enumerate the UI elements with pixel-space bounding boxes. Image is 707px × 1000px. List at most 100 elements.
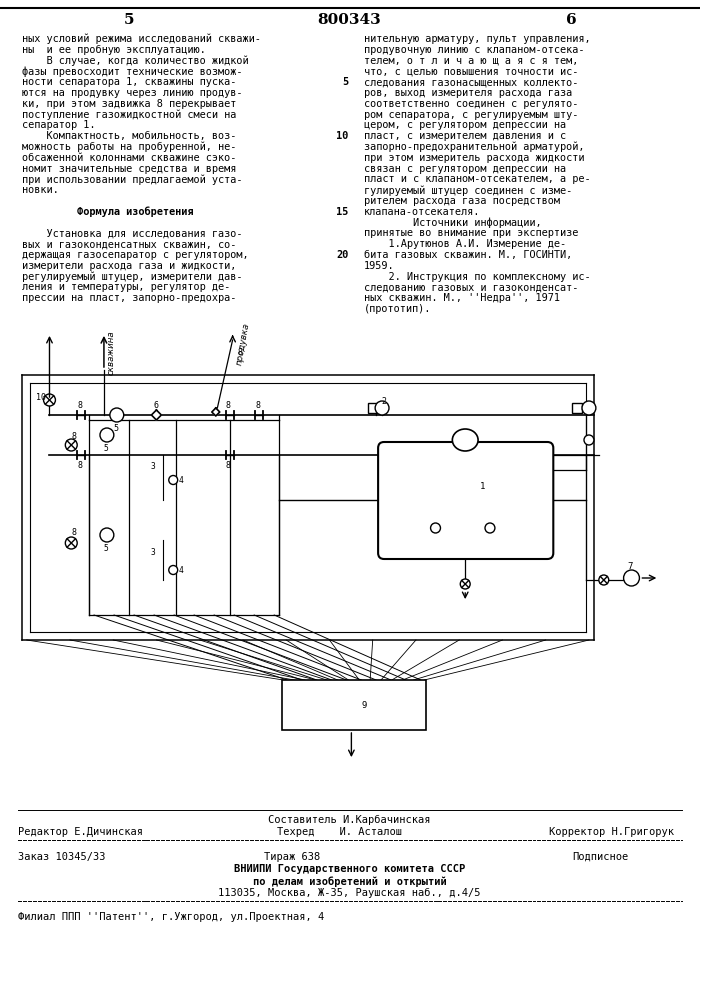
Text: 20: 20	[336, 250, 349, 260]
Text: соответственно соединен с регулято-: соответственно соединен с регулято-	[364, 99, 578, 109]
Circle shape	[624, 570, 639, 586]
Text: 1.Арутюнов А.И. Измерение де-: 1.Арутюнов А.И. Измерение де-	[364, 239, 566, 249]
Text: 8: 8	[226, 461, 230, 470]
Circle shape	[169, 566, 177, 574]
Circle shape	[110, 408, 124, 422]
Text: ров, выход измерителя расхода газа: ров, выход измерителя расхода газа	[364, 88, 573, 98]
Text: клапана-отсекателя.: клапана-отсекателя.	[364, 207, 481, 217]
Text: Заказ 10345/33: Заказ 10345/33	[18, 852, 105, 862]
Circle shape	[44, 394, 55, 406]
Text: ления и температуры, регулятор де-: ления и температуры, регулятор де-	[22, 282, 230, 292]
Circle shape	[100, 428, 114, 442]
Bar	[368, 403, 378, 413]
Text: 10: 10	[336, 131, 349, 141]
Text: 8: 8	[77, 401, 82, 410]
Text: рителем расхода газа посредством: рителем расхода газа посредством	[364, 196, 560, 206]
Text: 8: 8	[71, 432, 76, 441]
Text: пласт, с измерителем давления и с: пласт, с измерителем давления и с	[364, 131, 566, 141]
Text: Источники информации,: Источники информации,	[364, 218, 542, 228]
Text: 2: 2	[381, 397, 386, 406]
Text: обсаженной колоннами скважине сэко-: обсаженной колоннами скважине сэко-	[22, 153, 236, 163]
Text: 4: 4	[178, 476, 183, 485]
Text: Редактор Е.Дичинская: Редактор Е.Дичинская	[18, 827, 143, 837]
Text: связан с регулятором депрессии на: связан с регулятором депрессии на	[364, 164, 566, 174]
Text: 1: 1	[480, 482, 486, 491]
Text: 3: 3	[151, 548, 156, 557]
Text: скважина: скважина	[107, 330, 116, 375]
Text: нительную арматуру, пульт управления,: нительную арматуру, пульт управления,	[364, 34, 591, 44]
Circle shape	[65, 537, 77, 549]
Text: при использовании предлагаемой уста-: при использовании предлагаемой уста-	[22, 174, 243, 185]
Text: Подписное: Подписное	[572, 852, 629, 862]
Text: ются на продувку через линию продув-: ются на продувку через линию продув-	[22, 88, 243, 98]
Polygon shape	[151, 410, 161, 420]
Text: 5: 5	[104, 544, 109, 553]
Text: ВНИИПИ Государственного комитета СССР: ВНИИПИ Государственного комитета СССР	[234, 864, 465, 874]
Text: 6: 6	[566, 13, 576, 27]
Text: следования газонасыщенных коллекто-: следования газонасыщенных коллекто-	[364, 77, 578, 87]
Text: Компактность, мобильность, воз-: Компактность, мобильность, воз-	[22, 131, 236, 141]
Text: Корректор Н.Григорук: Корректор Н.Григорук	[549, 827, 674, 837]
Text: 10: 10	[35, 393, 46, 402]
Text: 2. Инструкция по комплексному ис-: 2. Инструкция по комплексному ис-	[364, 272, 591, 282]
Text: продувка: продувка	[235, 322, 251, 366]
Text: регулируемый штуцер, измерители дав-: регулируемый штуцер, измерители дав-	[22, 272, 243, 282]
Text: продувочную линию с клапаном-отсека-: продувочную линию с клапаном-отсека-	[364, 45, 585, 55]
Bar	[572, 403, 582, 413]
Polygon shape	[212, 408, 220, 416]
Text: 8: 8	[226, 401, 230, 410]
Circle shape	[584, 435, 594, 445]
Circle shape	[599, 575, 609, 585]
Text: вых и газоконденсатных скважин, со-: вых и газоконденсатных скважин, со-	[22, 239, 236, 249]
Circle shape	[169, 476, 177, 485]
Text: бита газовых скважин. М., ГОСИНТИ,: бита газовых скважин. М., ГОСИНТИ,	[364, 250, 573, 260]
Circle shape	[460, 579, 470, 589]
Ellipse shape	[452, 429, 478, 451]
Text: фазы превосходит технические возмож-: фазы превосходит технические возмож-	[22, 66, 243, 77]
Text: 5: 5	[342, 77, 349, 87]
Text: цером, с регулятором депрессии на: цером, с регулятором депрессии на	[364, 120, 566, 130]
Text: номит значительные средства и время: номит значительные средства и время	[22, 164, 236, 174]
Text: 1959.: 1959.	[364, 261, 395, 271]
Text: следованию газовых и газоконденсат-: следованию газовых и газоконденсат-	[364, 282, 578, 292]
Circle shape	[100, 528, 114, 542]
Text: можность работы на пробуренной, не-: можность работы на пробуренной, не-	[22, 142, 236, 152]
Text: 3: 3	[151, 462, 156, 471]
Text: 8: 8	[238, 348, 243, 357]
Text: 9: 9	[361, 701, 367, 710]
Text: 8: 8	[77, 461, 82, 470]
Text: принятые во внимание при экспертизе: принятые во внимание при экспертизе	[364, 228, 578, 238]
Text: поступление газожидкостной смеси на: поступление газожидкостной смеси на	[22, 110, 236, 120]
Text: ности сепаратора 1, скважины пуска-: ности сепаратора 1, скважины пуска-	[22, 77, 236, 87]
Text: Составитель И.Карбачинская: Составитель И.Карбачинская	[268, 815, 431, 825]
Text: телем, о т л и ч а ю щ а я с я тем,: телем, о т л и ч а ю щ а я с я тем,	[364, 56, 578, 66]
Circle shape	[431, 523, 440, 533]
Text: запорно-предохранительной арматурой,: запорно-предохранительной арматурой,	[364, 142, 585, 152]
Text: Формула изобретения: Формула изобретения	[22, 207, 193, 217]
Text: 6: 6	[153, 401, 158, 410]
Text: 113035, Москва, Ж-35, Раушская наб., д.4/5: 113035, Москва, Ж-35, Раушская наб., д.4…	[218, 888, 481, 898]
Text: ных условий режима исследований скважи-: ных условий режима исследований скважи-	[22, 34, 261, 44]
Text: ных скважин. М., ''Недра'', 1971: ных скважин. М., ''Недра'', 1971	[364, 293, 560, 303]
Text: В случае, когда количество жидкой: В случае, когда количество жидкой	[22, 56, 248, 66]
Circle shape	[65, 439, 77, 451]
Text: (прототип).: (прототип).	[364, 304, 432, 314]
Text: Установка для исследования газо-: Установка для исследования газо-	[22, 228, 243, 238]
Text: Тираж 638: Тираж 638	[264, 852, 320, 862]
Text: прессии на пласт, запорно-предохра-: прессии на пласт, запорно-предохра-	[22, 293, 236, 303]
Text: 800343: 800343	[317, 13, 381, 27]
Text: 8: 8	[71, 528, 76, 537]
Text: пласт и с клапаном-отсекателем, а ре-: пласт и с клапаном-отсекателем, а ре-	[364, 174, 591, 184]
Text: что, с целью повышения точности ис-: что, с целью повышения точности ис-	[364, 66, 578, 76]
Text: ром сепаратора, с регулируемым шту-: ром сепаратора, с регулируемым шту-	[364, 110, 578, 120]
Text: 5: 5	[124, 13, 134, 27]
Text: 7: 7	[628, 562, 633, 571]
Text: по делам изобретений и открытий: по делам изобретений и открытий	[252, 876, 446, 887]
FancyBboxPatch shape	[378, 442, 554, 559]
Text: ки, при этом задвижка 8 перекрывает: ки, при этом задвижка 8 перекрывает	[22, 99, 236, 109]
Text: гулируемый штуцер соединен с изме-: гулируемый штуцер соединен с изме-	[364, 185, 573, 196]
Text: 8: 8	[255, 401, 260, 410]
Text: сепаратор 1.: сепаратор 1.	[22, 120, 95, 130]
Bar	[282, 680, 426, 730]
Text: держащая газосепаратор с регулятором,: держащая газосепаратор с регулятором,	[22, 250, 248, 260]
